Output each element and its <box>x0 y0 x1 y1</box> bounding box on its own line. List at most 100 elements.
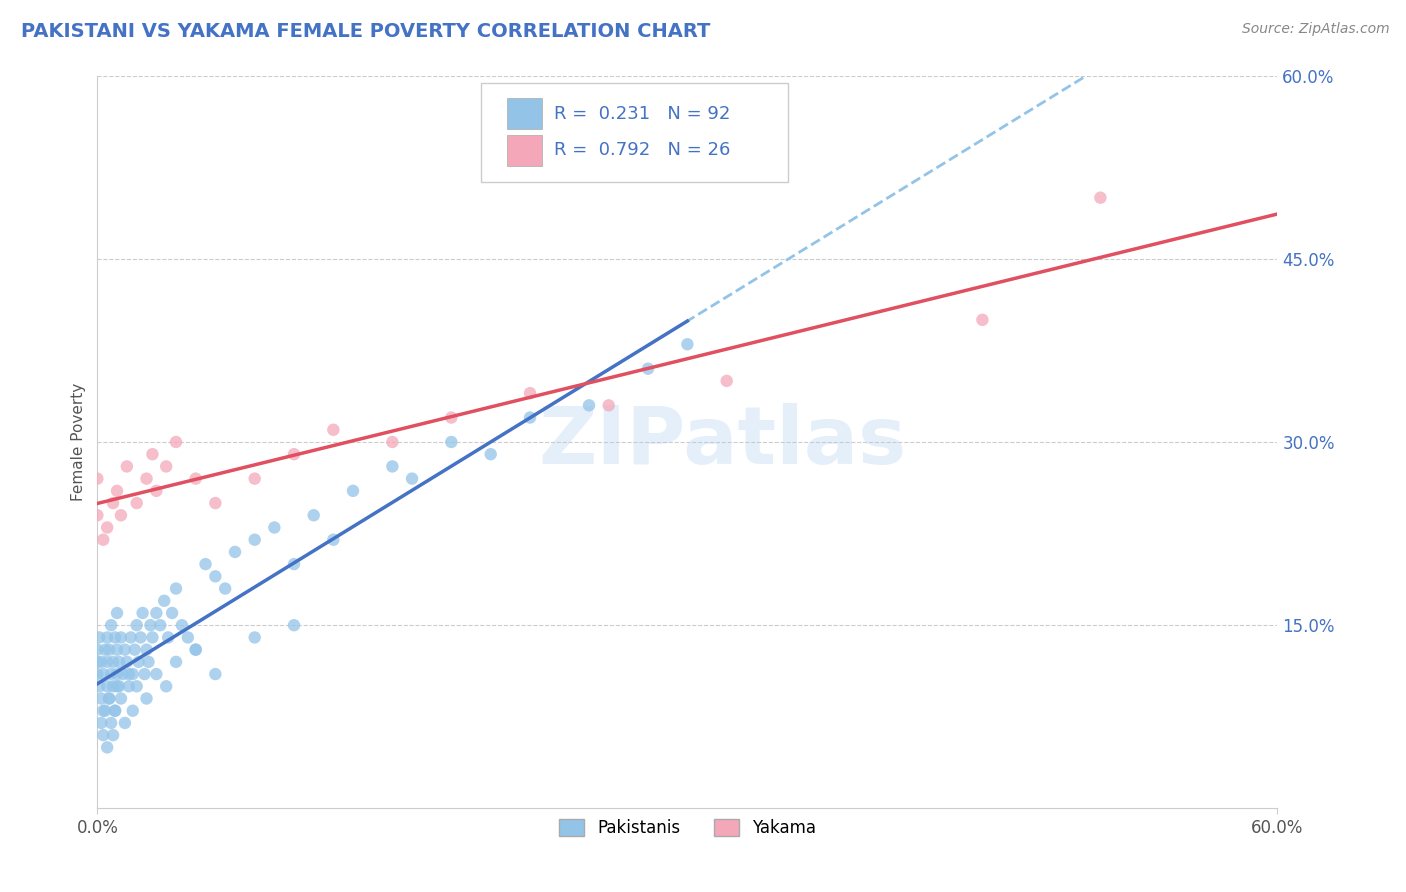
Point <box>105 667 128 681</box>
Point <box>121 704 143 718</box>
Point <box>322 423 344 437</box>
Point <box>160 606 183 620</box>
Point <box>98 691 121 706</box>
Point <box>194 557 217 571</box>
Point <box>1090 191 1112 205</box>
Point <box>243 533 266 547</box>
Point <box>440 434 463 449</box>
Point <box>170 618 193 632</box>
Point <box>342 483 364 498</box>
Point <box>204 667 226 681</box>
Point <box>204 569 226 583</box>
Point <box>96 631 118 645</box>
Point <box>134 667 156 681</box>
Point <box>243 472 266 486</box>
Point <box>100 667 122 681</box>
Point <box>94 642 117 657</box>
Point <box>90 655 112 669</box>
Point <box>86 472 108 486</box>
Point <box>141 631 163 645</box>
Y-axis label: Female Poverty: Female Poverty <box>72 383 86 501</box>
Point <box>184 642 207 657</box>
Point <box>184 642 207 657</box>
Point <box>157 631 180 645</box>
Point <box>118 679 141 693</box>
Point <box>440 410 463 425</box>
Point <box>124 642 146 657</box>
Point <box>108 655 131 669</box>
Point <box>94 704 117 718</box>
Point <box>89 679 111 693</box>
Point <box>86 655 108 669</box>
Point <box>91 533 114 547</box>
Point <box>578 398 600 412</box>
Point <box>129 631 152 645</box>
Point <box>141 447 163 461</box>
Point <box>101 679 124 693</box>
Point <box>91 728 114 742</box>
Point <box>283 447 305 461</box>
Point <box>91 667 114 681</box>
Point <box>204 496 226 510</box>
Point <box>135 472 157 486</box>
Point <box>135 691 157 706</box>
Point <box>302 508 325 523</box>
FancyBboxPatch shape <box>506 98 543 129</box>
Point <box>104 631 127 645</box>
Point <box>243 631 266 645</box>
Point <box>135 642 157 657</box>
Point <box>381 459 404 474</box>
Point <box>283 557 305 571</box>
Point <box>676 337 699 351</box>
Point <box>165 434 187 449</box>
Point <box>111 667 134 681</box>
Point <box>519 410 541 425</box>
Point <box>101 496 124 510</box>
Point <box>165 582 187 596</box>
Point <box>214 582 236 596</box>
Point <box>105 642 128 657</box>
Point <box>91 704 114 718</box>
Point <box>149 618 172 632</box>
Point <box>145 483 167 498</box>
Point <box>115 655 138 669</box>
Point <box>104 704 127 718</box>
Text: R =  0.231   N = 92: R = 0.231 N = 92 <box>554 104 730 122</box>
Point <box>139 618 162 632</box>
Point <box>90 715 112 730</box>
Point <box>89 631 111 645</box>
FancyBboxPatch shape <box>481 83 787 182</box>
FancyBboxPatch shape <box>506 135 543 166</box>
Point <box>322 533 344 547</box>
Point <box>86 642 108 657</box>
Point <box>263 520 285 534</box>
Point <box>381 434 404 449</box>
Point <box>115 459 138 474</box>
Point <box>90 691 112 706</box>
Legend: Pakistanis, Yakama: Pakistanis, Yakama <box>553 813 823 844</box>
Text: Source: ZipAtlas.com: Source: ZipAtlas.com <box>1241 22 1389 37</box>
Point <box>108 679 131 693</box>
Point <box>155 459 177 474</box>
Point <box>153 594 176 608</box>
Point <box>519 386 541 401</box>
Text: R =  0.792   N = 26: R = 0.792 N = 26 <box>554 141 730 160</box>
Point <box>96 679 118 693</box>
Point <box>100 618 122 632</box>
Point <box>177 631 200 645</box>
Point <box>96 655 118 669</box>
Point <box>105 483 128 498</box>
Point <box>96 520 118 534</box>
Point <box>145 667 167 681</box>
Point <box>165 655 187 669</box>
Text: ZIPatlas: ZIPatlas <box>538 403 907 481</box>
Point <box>121 667 143 681</box>
Point <box>105 679 128 693</box>
Point <box>104 704 127 718</box>
Point <box>98 642 121 657</box>
Point <box>283 618 305 632</box>
Point <box>110 631 132 645</box>
Point <box>637 361 659 376</box>
Point <box>155 679 177 693</box>
Point <box>110 508 132 523</box>
